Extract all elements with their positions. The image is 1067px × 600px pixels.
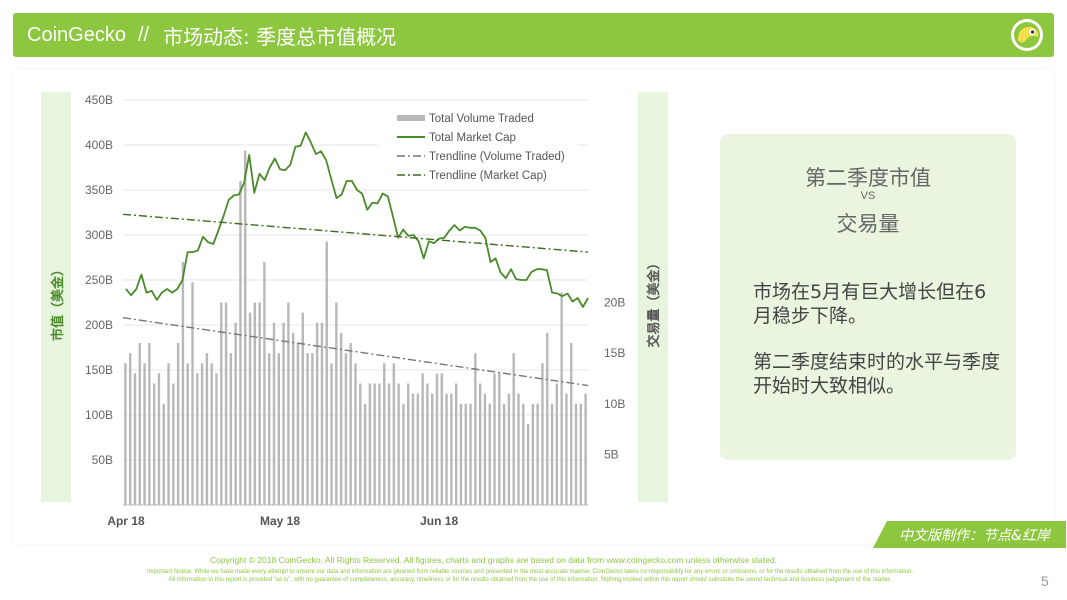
summary-heading-top: 第二季度市值 (805, 166, 931, 190)
translation-credit: 中文版制作：节点&红岸 (873, 521, 1066, 548)
summary-heading-bottom: 交易量 (836, 212, 900, 236)
summary-paragraph-2: 第二季度结束时的水平与季度开始时大致相似。 (753, 351, 1001, 397)
important-notice: Important Notice: While we have made eve… (146, 569, 914, 575)
brand-name: CoinGecko (27, 23, 126, 46)
disclaimer-text: All information in this report is provid… (168, 577, 892, 583)
title-separator: // (137, 23, 150, 46)
copyright-text: Copyright © 2018 CoinGecko. All Rights R… (209, 555, 778, 565)
header-bar: CoinGecko // 市场动态: 季度总市值概况 (13, 13, 1054, 57)
page-number: 5 (1041, 573, 1049, 589)
page-title: 市场动态: 季度总市值概况 (163, 24, 397, 49)
summary-paragraph-1: 市场在5月有巨大增长但在6月稳步下降。 (753, 281, 987, 327)
gecko-logo-icon (1011, 19, 1043, 51)
summary-box: 第二季度市值 VS 交易量 市场在5月有巨大增长但在6月稳步下降。 第二季度结束… (720, 134, 1016, 460)
summary-heading-vs: VS (860, 190, 876, 202)
